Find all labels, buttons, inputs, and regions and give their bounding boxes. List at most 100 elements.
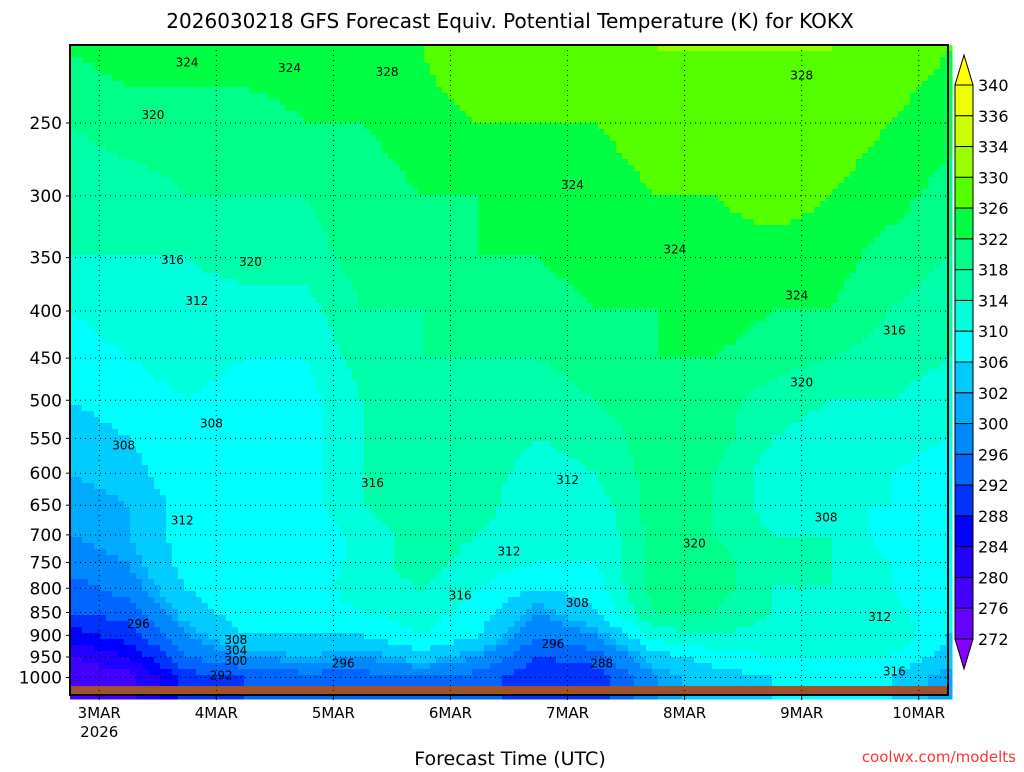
- heatmap-cell: [160, 63, 167, 70]
- heatmap-cell: [76, 207, 83, 214]
- heatmap-cell: [250, 693, 257, 700]
- heatmap-cell: [322, 351, 329, 358]
- heatmap-cell: [196, 351, 203, 358]
- heatmap-cell: [316, 75, 323, 82]
- heatmap-cell: [238, 63, 245, 70]
- heatmap-cell: [250, 255, 257, 262]
- heatmap-cell: [280, 525, 287, 532]
- heatmap-cell: [214, 579, 221, 586]
- heatmap-cell: [190, 57, 197, 64]
- heatmap-cell: [70, 69, 77, 76]
- heatmap-cell: [304, 219, 311, 226]
- heatmap-cell: [226, 213, 233, 220]
- heatmap-cell: [76, 603, 83, 610]
- heatmap-cell: [100, 63, 107, 70]
- heatmap-cell: [196, 585, 203, 592]
- heatmap-cell: [76, 123, 83, 130]
- heatmap-cell: [112, 561, 119, 568]
- heatmap-cell: [292, 471, 299, 478]
- heatmap-cell: [118, 669, 125, 676]
- heatmap-cell: [334, 483, 341, 490]
- heatmap-cell: [112, 339, 119, 346]
- heatmap-cell: [286, 429, 293, 436]
- heatmap-cell: [304, 465, 311, 472]
- heatmap-cell: [100, 495, 107, 502]
- heatmap-cell: [298, 435, 305, 442]
- heatmap-cell: [214, 75, 221, 82]
- heatmap-cell: [220, 51, 227, 58]
- heatmap-cell: [226, 279, 233, 286]
- heatmap-cell: [220, 525, 227, 532]
- heatmap-cell: [238, 537, 245, 544]
- heatmap-cell: [286, 507, 293, 514]
- heatmap-cell: [256, 459, 263, 466]
- heatmap-cell: [130, 471, 137, 478]
- heatmap-cell: [112, 177, 119, 184]
- heatmap-cell: [190, 255, 197, 262]
- heatmap-cell: [244, 453, 251, 460]
- heatmap-cell: [232, 453, 239, 460]
- heatmap-cell: [214, 147, 221, 154]
- heatmap-cell: [262, 441, 269, 448]
- heatmap-cell: [166, 519, 173, 526]
- heatmap-cell: [316, 429, 323, 436]
- heatmap-cell: [82, 477, 89, 484]
- heatmap-cell: [184, 399, 191, 406]
- heatmap-cell: [184, 285, 191, 292]
- heatmap-cell: [340, 339, 347, 346]
- heatmap-cell: [178, 489, 185, 496]
- heatmap-cell: [136, 363, 143, 370]
- heatmap-cell: [322, 171, 329, 178]
- heatmap-cell: [172, 447, 179, 454]
- heatmap-cell: [82, 351, 89, 358]
- heatmap-cell: [292, 531, 299, 538]
- heatmap-cell: [178, 567, 185, 574]
- heatmap-cell: [310, 369, 317, 376]
- heatmap-cell: [286, 447, 293, 454]
- heatmap-cell: [274, 87, 281, 94]
- heatmap-cell: [196, 129, 203, 136]
- heatmap-cell: [166, 669, 173, 676]
- heatmap-cell: [76, 585, 83, 592]
- heatmap-cell: [322, 525, 329, 532]
- heatmap-cell: [310, 477, 317, 484]
- heatmap-cell: [280, 291, 287, 298]
- heatmap-cell: [292, 189, 299, 196]
- heatmap-cell: [220, 579, 227, 586]
- heatmap-cell: [160, 513, 167, 520]
- heatmap-cell: [232, 285, 239, 292]
- heatmap-cell: [88, 483, 95, 490]
- heatmap-cell: [280, 495, 287, 502]
- heatmap-cell: [208, 237, 215, 244]
- heatmap-cell: [160, 153, 167, 160]
- heatmap-cell: [274, 75, 281, 82]
- heatmap-cell: [100, 105, 107, 112]
- heatmap-cell: [292, 141, 299, 148]
- heatmap-cell: [148, 561, 155, 568]
- heatmap-cell: [130, 405, 137, 412]
- heatmap-cell: [172, 357, 179, 364]
- heatmap-cell: [70, 219, 77, 226]
- heatmap-cell: [322, 129, 329, 136]
- heatmap-cell: [172, 639, 179, 646]
- heatmap-cell: [322, 81, 329, 88]
- heatmap-cell: [214, 111, 221, 118]
- heatmap-cell: [274, 297, 281, 304]
- heatmap-cell: [184, 105, 191, 112]
- heatmap-cell: [316, 513, 323, 520]
- heatmap-cell: [268, 627, 275, 634]
- heatmap-cell: [286, 585, 293, 592]
- heatmap-cell: [88, 321, 95, 328]
- heatmap-cell: [124, 123, 131, 130]
- heatmap-cell: [106, 471, 113, 478]
- heatmap-cell: [286, 621, 293, 628]
- heatmap-cell: [310, 381, 317, 388]
- heatmap-cell: [196, 249, 203, 256]
- heatmap-cell: [238, 309, 245, 316]
- heatmap-cell: [286, 441, 293, 448]
- heatmap-cell: [328, 243, 335, 250]
- heatmap-cell: [256, 195, 263, 202]
- heatmap-cell: [268, 693, 275, 700]
- heatmap-cell: [70, 75, 77, 82]
- heatmap-cell: [100, 435, 107, 442]
